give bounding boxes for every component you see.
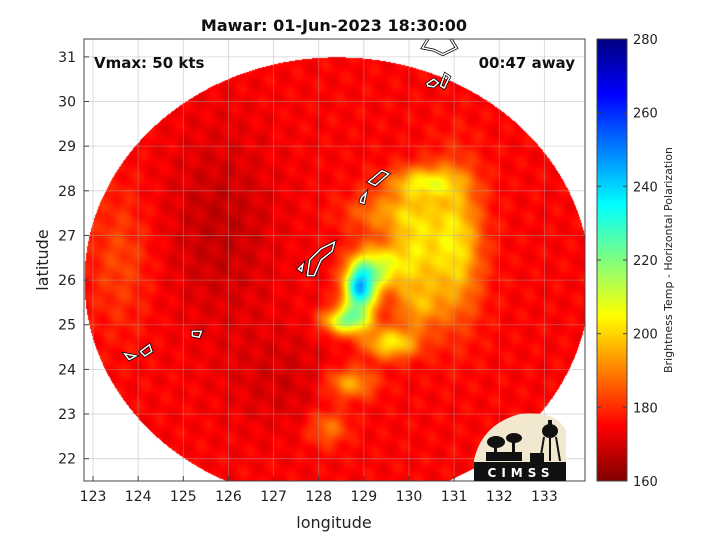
colorbar-tick-label: 200 bbox=[633, 328, 658, 343]
island-outline bbox=[191, 330, 203, 339]
x-axis-ticks: 123 124 125 126 127 128 129 130 131 132 133 bbox=[80, 476, 558, 505]
colorbar-ticks: 160 180 200 220 240 260 280 bbox=[597, 33, 658, 490]
swath-heatmap bbox=[84, 39, 585, 481]
colorbar bbox=[596, 38, 628, 482]
x-axis-label: longitude bbox=[296, 513, 371, 532]
time-away-annotation: 00:47 away bbox=[479, 54, 576, 72]
swath-heatmap-container bbox=[84, 39, 585, 481]
y-tick-label: 25 bbox=[58, 318, 76, 334]
coastlines bbox=[120, 39, 459, 362]
y-axis-label: latitude bbox=[33, 229, 52, 290]
vmax-annotation: Vmax: 50 kts bbox=[94, 54, 204, 72]
y-tick-label: 30 bbox=[58, 95, 76, 111]
y-tick-label: 26 bbox=[58, 273, 76, 289]
grid-lines bbox=[84, 39, 585, 481]
island-outline bbox=[359, 190, 368, 205]
island-outline bbox=[306, 240, 336, 277]
colorbar-tick-label: 280 bbox=[633, 33, 658, 48]
water-tower-icon bbox=[542, 424, 558, 438]
x-tick-label: 130 bbox=[396, 489, 423, 505]
x-tick-label: 125 bbox=[170, 489, 197, 505]
island-outline bbox=[367, 169, 391, 187]
y-tick-label: 28 bbox=[58, 184, 76, 200]
island-outline bbox=[426, 78, 440, 88]
colorbar-tick-label: 160 bbox=[633, 475, 658, 490]
island-outline bbox=[297, 262, 305, 273]
logo-text: CIMSS bbox=[488, 466, 555, 480]
x-tick-label: 127 bbox=[260, 489, 287, 505]
dish-icon bbox=[487, 436, 505, 448]
x-tick-label: 123 bbox=[80, 489, 107, 505]
x-tick-label: 128 bbox=[305, 489, 332, 505]
colorbar-tick-label: 260 bbox=[633, 107, 658, 122]
island-outline bbox=[439, 72, 451, 90]
colorbar-tick-label: 240 bbox=[633, 180, 658, 195]
plot-frame bbox=[83, 38, 586, 482]
dish-icon bbox=[506, 433, 522, 443]
y-axis-ticks: 22 23 24 25 26 27 28 29 30 31 bbox=[58, 50, 89, 468]
y-tick-label: 22 bbox=[58, 452, 76, 468]
y-tick-label: 27 bbox=[58, 228, 76, 244]
colorbar-tick-label: 180 bbox=[633, 401, 658, 416]
island-outline bbox=[139, 343, 153, 357]
x-tick-label: 124 bbox=[125, 489, 152, 505]
cimss-logo: CIMSS bbox=[474, 413, 566, 481]
y-tick-label: 29 bbox=[58, 139, 76, 155]
x-tick-label: 131 bbox=[441, 489, 468, 505]
colorbar-label: Brightness Temp - Horizontal Polarizatio… bbox=[662, 147, 675, 373]
chart-title: Mawar: 01-Jun-2023 18:30:00 bbox=[201, 16, 467, 35]
x-tick-label: 133 bbox=[531, 489, 558, 505]
y-tick-label: 23 bbox=[58, 407, 76, 423]
y-tick-label: 31 bbox=[58, 50, 76, 66]
x-tick-label: 132 bbox=[486, 489, 513, 505]
logo-banner bbox=[474, 462, 566, 481]
island-outline bbox=[122, 352, 139, 361]
x-tick-label: 129 bbox=[350, 489, 377, 505]
colorbar-tick-label: 220 bbox=[633, 254, 658, 269]
x-tick-label: 126 bbox=[215, 489, 242, 505]
y-tick-label: 24 bbox=[58, 362, 76, 378]
island-outline bbox=[421, 39, 458, 56]
